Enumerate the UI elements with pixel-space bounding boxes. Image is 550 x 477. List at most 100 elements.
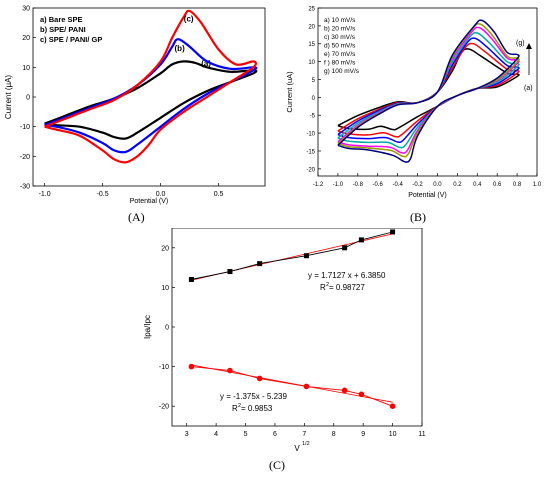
b-legend-entry: g) 100 mV/s: [324, 68, 360, 75]
c-y-tick-label: 10: [161, 285, 169, 292]
c-fit-r2: R: [232, 404, 238, 413]
b-arrow-head: [526, 43, 532, 49]
b-y-tick-label: -10: [306, 132, 315, 138]
b-series-line: [337, 31, 520, 149]
b-y-tick-label: 15: [308, 42, 315, 48]
b-series-line: [337, 22, 520, 158]
a-y-tick-label: 20: [22, 35, 30, 42]
b-x-tick-label: -1.0: [333, 182, 344, 188]
a-y-tick-label: -20: [20, 154, 30, 161]
c-y-tick-label: -20: [159, 404, 169, 411]
b-y-tick-label: 0: [312, 96, 316, 102]
c-x-axis-label: V: [294, 444, 300, 453]
a-y-tick-label: -30: [20, 184, 30, 191]
c-x-axis-label-sup: 1/2: [302, 441, 310, 447]
b-y-tick-label: 5: [312, 78, 316, 84]
b-curve-label: (g): [516, 40, 525, 47]
c-data-point: [257, 261, 263, 267]
b-x-tick-label: -1.2: [313, 182, 324, 188]
b-plot-frame: [317, 7, 538, 177]
c-fit-r2-value: = 0.9853: [241, 404, 273, 413]
c-fit-r2: R: [320, 283, 326, 292]
c-fit-equation: y = 1.7127 x + 6.3850: [308, 271, 386, 280]
c-fit-r2-sup: 2: [326, 282, 329, 288]
a-series-line: [44, 9, 258, 164]
b-x-tick-label: -0.4: [392, 182, 403, 188]
c-y-axis-label: Ipa/Ipc: [143, 315, 152, 339]
b-legend-entry: a) 10 mV/s: [324, 17, 356, 24]
chart-a: -1.0 -0.5 0.0 0.5 -30 -20 -10 0 10 20 30 Potential …: [4, 6, 266, 205]
a-y-tick-label: -10: [20, 124, 30, 131]
b-y-tick-label: -20: [306, 167, 315, 173]
c-data-point: [303, 253, 309, 259]
panel-a-caption: (A): [128, 210, 145, 224]
c-data-point: [227, 367, 233, 374]
b-legend-entry: b) 20 mV/s: [324, 26, 356, 33]
c-data-point: [303, 383, 310, 390]
b-x-tick-label: 0.2: [453, 182, 462, 188]
b-x-tick-label: -0.8: [353, 182, 364, 188]
c-fit-r2-value: = 0.98727: [329, 283, 365, 292]
a-legend-entry: a) Bare SPE: [40, 15, 83, 24]
chart-c: 3 4 5 6 7 8 9 10 11 -20 -10 0 10 20 V 1/2 Ipa/Ipc y = 1.7…: [143, 227, 426, 453]
b-x-tick-label: 0.8: [513, 182, 522, 188]
c-x-tick-label: 8: [332, 431, 336, 438]
c-x-tick-label: 11: [418, 431, 425, 438]
b-legend-entry: d) 50 mV/s: [324, 43, 356, 50]
b-legend-entry: e) 70 mV/s: [324, 51, 356, 58]
b-x-tick-label: -0.6: [373, 182, 384, 188]
c-y-tick-label: 0: [165, 325, 169, 332]
a-x-tick-label: 0.5: [214, 191, 224, 198]
b-y-axis-label: Current (uA): [285, 71, 294, 113]
c-data-point: [358, 237, 364, 243]
c-data-point: [341, 387, 348, 394]
c-x-tick-label: 6: [273, 431, 277, 438]
b-x-tick-label: 0.0: [433, 182, 442, 188]
a-y-tick-label: 30: [22, 6, 30, 13]
b-y-tick-label: 20: [308, 24, 315, 30]
b-legend-entry: c) 30 mV/s: [324, 34, 356, 41]
b-x-tick-label: -0.2: [412, 182, 423, 188]
c-x-tick-label: 5: [244, 431, 248, 438]
c-data-point: [188, 276, 194, 282]
a-x-tick-label: -1.0: [39, 191, 51, 198]
c-y-tick-label: 20: [161, 245, 169, 252]
a-curve-label: (c): [184, 14, 194, 23]
a-x-tick-label: -0.5: [97, 191, 109, 198]
c-y-tick-label: -10: [159, 364, 169, 371]
a-x-axis-label: Potential (V): [130, 198, 169, 205]
a-y-axis-label: Current (µA): [4, 75, 13, 120]
c-data-point: [256, 375, 263, 382]
b-series-line: [337, 37, 520, 144]
b-x-axis-label: Potential (V): [408, 192, 447, 199]
b-series-line: [337, 19, 520, 163]
b-legend-entry: f ) 80 mV/s: [324, 60, 356, 67]
c-data-point: [188, 363, 195, 370]
panel-c: 3 4 5 6 7 8 9 10 11 -20 -10 0 10 20 V 1/2 Ipa/Ipc y = 1.7…: [140, 227, 435, 458]
a-legend-entry: c) SPE / PANI/ GP: [40, 35, 102, 44]
a-curve-label: (a): [201, 59, 211, 68]
b-y-tick-label: 25: [308, 7, 315, 13]
c-x-tick-label: 9: [361, 431, 365, 438]
c-x-tick-label: 10: [389, 431, 397, 438]
c-data-point: [389, 403, 396, 409]
a-y-tick-label: 10: [22, 65, 30, 72]
b-curve-label: (a): [524, 85, 533, 92]
b-y-tick-label: -15: [306, 149, 315, 155]
c-x-tick-label: 7: [302, 431, 306, 438]
panel-a: -1.0 -0.5 0.0 0.5 -30 -20 -10 0 10 20 30 Potential …: [0, 0, 275, 230]
a-legend-entry: b) SPE/ PANI: [40, 25, 86, 34]
panel-c-caption: (C): [269, 458, 285, 472]
b-y-tick-label: -5: [310, 114, 316, 120]
b-x-tick-label: 0.4: [473, 182, 482, 188]
a-curve-label: (b): [175, 44, 186, 53]
panel-b-caption: (B): [410, 210, 426, 224]
b-x-tick-label: 1.0: [533, 182, 542, 188]
c-data-point: [390, 229, 396, 235]
b-y-tick-label: 10: [308, 60, 315, 66]
chart-b: -1.2 -1.0 -0.8 -0.6 -0.4 -0.2 0.0 0.2 0.4 0.6 0.8 1…: [285, 7, 542, 200]
a-y-tick-label: 0: [26, 95, 30, 102]
c-fit-r2-sup: 2: [238, 403, 241, 409]
c-x-tick-label: 3: [185, 431, 189, 438]
b-x-tick-label: 0.6: [493, 182, 502, 188]
